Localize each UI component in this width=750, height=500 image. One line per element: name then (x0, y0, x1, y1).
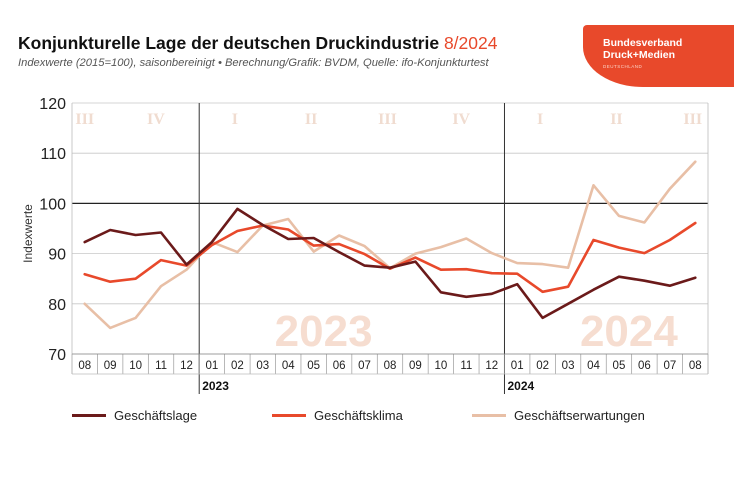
legend-label-geschaeftslage: Geschäftslage (114, 407, 198, 423)
x-tick-label-13: 09 (409, 360, 422, 372)
y-tick-label-100: 100 (39, 196, 66, 213)
quarter-label-2: I (232, 111, 238, 128)
series-line-0 (83, 207, 697, 320)
logo-line-2: Druck+Medien (603, 49, 676, 61)
legend-item-geschaeftsklima: Geschäftsklima (272, 406, 403, 424)
y-tick-label-70: 70 (48, 347, 66, 364)
y-tick-label-90: 90 (48, 247, 66, 264)
legend-swatch-geschaeftslage (72, 413, 106, 417)
chart-subtitle: Indexwerte (2015=100), saisonbereinigt •… (18, 57, 489, 69)
y-tick-label-120: 120 (39, 96, 66, 113)
legend-item-geschaeftslage: Geschäftslage (72, 406, 197, 424)
chart-title-date: 8/2024 (443, 33, 498, 53)
chart-title: Konjunkturelle Lage der deutschen Drucki… (18, 33, 497, 54)
x-tick-label-4: 12 (180, 360, 193, 372)
quarter-label-1: IV (147, 111, 165, 128)
year-label-2023: 2023 (202, 379, 229, 393)
x-tick-label-1: 09 (104, 360, 117, 372)
chart-title-text: Konjunkturelle Lage der deutschen Drucki… (18, 33, 440, 53)
x-tick-label-6: 02 (231, 360, 244, 372)
x-tick-label-11: 07 (358, 360, 371, 372)
legend-item-geschaeftserwartungen: Geschäftserwartungen (472, 406, 645, 424)
y-tick-label-80: 80 (48, 297, 66, 314)
quarter-label-4: III (378, 111, 397, 128)
x-tick-label-12: 08 (384, 360, 397, 372)
x-tick-label-22: 06 (638, 360, 651, 372)
y-axis-title: Indexwerte (21, 204, 35, 263)
quarter-label-5: IV (452, 111, 470, 128)
quarter-label-0: III (75, 111, 94, 128)
series-line-1 (83, 221, 697, 294)
logo-line-1: Bundesverband (603, 37, 683, 49)
x-tick-label-16: 12 (485, 360, 498, 372)
x-tick-label-3: 11 (155, 360, 167, 372)
x-tick-label-20: 04 (587, 360, 600, 372)
x-tick-label-19: 03 (562, 360, 575, 372)
x-tick-label-14: 10 (434, 360, 447, 372)
x-tick-label-2: 10 (129, 360, 142, 372)
x-tick-label-7: 03 (256, 360, 269, 372)
legend-label-geschaeftserwartungen: Geschäftserwartungen (514, 407, 645, 423)
watermark-year-2023: 2023 (275, 307, 373, 356)
x-tick-label-10: 06 (333, 360, 346, 372)
x-tick-label-15: 11 (460, 360, 472, 372)
x-tick-label-9: 05 (307, 360, 320, 372)
series-line-2 (83, 160, 697, 330)
watermark-year-2024: 2024 (580, 307, 678, 356)
legend-label-geschaeftsklima: Geschäftsklima (314, 407, 403, 423)
x-tick-label-24: 08 (689, 360, 702, 372)
quarter-label-3: II (305, 111, 317, 128)
quarter-label-6: I (537, 111, 543, 128)
bvdm-logo: Bundesverband Druck+Medien DEUTSCHLAND (583, 25, 734, 87)
x-tick-label-17: 01 (511, 360, 524, 372)
x-tick-label-0: 08 (78, 360, 91, 372)
legend-swatch-geschaeftsklima (272, 413, 306, 417)
x-tick-label-21: 05 (613, 360, 626, 372)
x-tick-label-5: 01 (206, 360, 219, 372)
year-label-2024: 2024 (507, 379, 534, 393)
quarter-label-8: III (683, 111, 702, 128)
logo-line-3: DEUTSCHLAND (603, 64, 643, 69)
x-tick-label-18: 02 (536, 360, 549, 372)
quarter-label-7: II (610, 111, 622, 128)
x-tick-label-8: 04 (282, 360, 295, 372)
y-tick-label-110: 110 (40, 146, 66, 163)
x-tick-label-23: 07 (663, 360, 676, 372)
legend-swatch-geschaeftserwartungen (472, 413, 506, 417)
